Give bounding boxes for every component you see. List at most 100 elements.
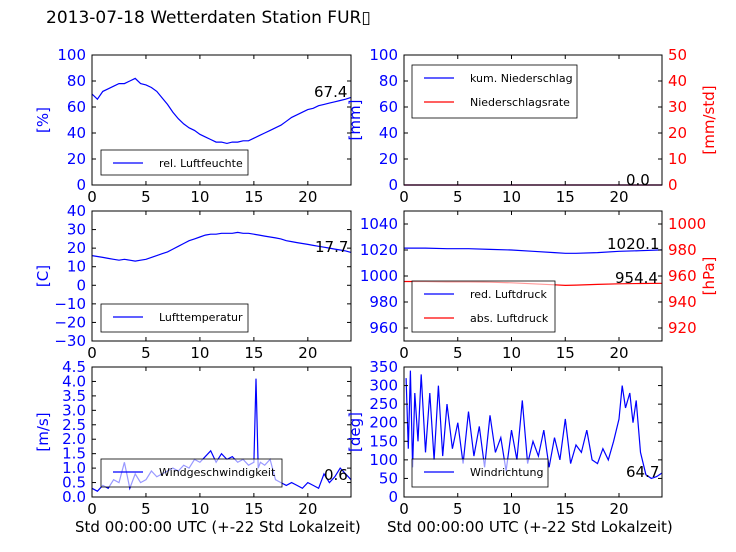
y-axis-label-windspeed: [m/s] <box>34 412 52 451</box>
x-tick-label-winddirection-4: 20 <box>609 500 628 518</box>
plot-frame-windspeed <box>91 366 352 498</box>
y-tick-label-windspeed-2: 1.0 <box>62 459 86 477</box>
y-tick-label-pressure-4: 1040 <box>360 215 398 233</box>
y-tick-label-windspeed-3: 1.5 <box>62 445 86 463</box>
y-axis-label-temperature: [C] <box>34 265 52 287</box>
x-tick-label-humidity-3: 15 <box>244 188 263 206</box>
legend-label-precipitation-0: kum. Niederschlag <box>470 72 573 85</box>
y-right-tick-label-pressure-0: 920 <box>668 319 697 337</box>
y-tick-label-humidity-3: 60 <box>67 98 86 116</box>
y-tick-label-precipitation-1: 20 <box>379 150 398 168</box>
y-tick-label-temperature-1: −20 <box>54 313 86 331</box>
legend-label-winddirection-0: Windrichtung <box>470 466 543 479</box>
x-tick-label-pressure-4: 20 <box>609 344 628 362</box>
legend-label-temperature-0: Lufttemperatur <box>159 311 243 324</box>
y-right-tick-label-precipitation-0: 0 <box>668 176 678 194</box>
legend-label-pressure-1: abs. Luftdruck <box>470 312 549 325</box>
y-tick-label-pressure-0: 960 <box>369 319 398 337</box>
x-tick-label-temperature-2: 10 <box>190 344 209 362</box>
y-tick-label-pressure-2: 1000 <box>360 267 398 285</box>
last-value-label-humidity: 67.4 <box>314 83 347 101</box>
y-tick-label-humidity-2: 40 <box>67 124 86 142</box>
legend-box-temperature <box>100 303 249 333</box>
y-right-tick-label-precipitation-4: 40 <box>668 72 687 90</box>
y-tick-label-temperature-0: −30 <box>54 332 86 350</box>
legend-label-humidity-0: rel. Luftfeuchte <box>159 157 243 170</box>
y-right-tick-label-pressure-4: 1000 <box>668 215 706 233</box>
y-right-tick-label-pressure-2: 960 <box>668 267 697 285</box>
y-tick-label-winddirection-5: 250 <box>369 395 398 413</box>
y-tick-label-windspeed-9: 4.5 <box>62 358 86 376</box>
y-tick-label-windspeed-4: 2.0 <box>62 430 86 448</box>
y-tick-label-temperature-3: 0 <box>76 276 86 294</box>
y-tick-label-pressure-3: 1020 <box>360 241 398 259</box>
y-tick-label-temperature-2: −10 <box>54 295 86 313</box>
y-tick-label-precipitation-0: 0 <box>388 176 398 194</box>
x-tick-label-humidity-4: 20 <box>298 188 317 206</box>
plot-frame-winddirection <box>403 366 663 498</box>
y-tick-label-windspeed-8: 4.0 <box>62 372 86 390</box>
y-tick-label-humidity-4: 80 <box>67 72 86 90</box>
y-tick-label-windspeed-1: 0.5 <box>62 474 86 492</box>
x-tick-label-winddirection-2: 10 <box>502 500 521 518</box>
x-tick-label-precipitation-1: 5 <box>453 188 463 206</box>
x-tick-label-windspeed-4: 20 <box>298 500 317 518</box>
legend-box-pressure <box>411 280 556 333</box>
y-tick-label-temperature-5: 20 <box>67 239 86 257</box>
y-tick-label-humidity-0: 0 <box>76 176 86 194</box>
y-tick-label-winddirection-0: 0 <box>388 488 398 506</box>
plot-frame-precipitation <box>403 54 663 186</box>
last-value-label-windspeed: 0.6 <box>324 466 348 484</box>
y-tick-label-winddirection-7: 350 <box>369 358 398 376</box>
series-line-pressure-0 <box>404 247 663 254</box>
y-right-tick-label-precipitation-1: 10 <box>668 150 687 168</box>
x-tick-label-windspeed-2: 10 <box>190 500 209 518</box>
y-tick-label-winddirection-3: 150 <box>369 432 398 450</box>
y-tick-label-precipitation-5: 100 <box>369 46 398 64</box>
y-tick-label-temperature-6: 30 <box>67 221 86 239</box>
x-tick-label-temperature-4: 20 <box>298 344 317 362</box>
series-line-humidity-0 <box>91 77 352 145</box>
last-value-label-temperature: 17.7 <box>315 238 348 256</box>
legend-box-winddirection <box>411 458 549 488</box>
plot-frame-humidity <box>91 54 352 186</box>
x-tick-label-precipitation-0: 0 <box>399 188 409 206</box>
y-tick-label-humidity-1: 20 <box>67 150 86 168</box>
y-tick-label-precipitation-2: 40 <box>379 124 398 142</box>
y-tick-label-windspeed-6: 3.0 <box>62 401 86 419</box>
y-right-tick-label-pressure-3: 980 <box>668 241 697 259</box>
legend-box-precipitation <box>411 64 578 119</box>
y-right-tick-label-precipitation-5: 50 <box>668 46 687 64</box>
x-tick-label-pressure-3: 15 <box>556 344 575 362</box>
y-axis-right-label-pressure: [hPa] <box>700 257 718 296</box>
y-right-tick-label-pressure-1: 940 <box>668 293 697 311</box>
y-tick-label-windspeed-7: 3.5 <box>62 387 86 405</box>
y-tick-label-pressure-1: 980 <box>369 293 398 311</box>
last-value-label-precipitation: 0.0 <box>626 171 650 189</box>
x-axis-label-left: Std 00:00:00 UTC (+-22 Std Lokalzeit) <box>75 518 361 536</box>
x-tick-label-precipitation-4: 20 <box>609 188 628 206</box>
plot-frame-temperature <box>91 210 352 342</box>
x-tick-label-windspeed-0: 0 <box>87 500 97 518</box>
x-tick-label-pressure-0: 0 <box>399 344 409 362</box>
y-tick-label-precipitation-4: 80 <box>379 72 398 90</box>
last-value-label-pressure: 1020.1 <box>607 235 660 253</box>
y-right-tick-label-precipitation-3: 30 <box>668 98 687 116</box>
x-tick-label-humidity-0: 0 <box>87 188 97 206</box>
x-tick-label-temperature-0: 0 <box>87 344 97 362</box>
x-tick-label-precipitation-3: 15 <box>556 188 575 206</box>
figure-title: 2013-07-18 Wetterdaten Station FUR▯ <box>46 8 371 28</box>
x-tick-label-temperature-1: 5 <box>141 344 151 362</box>
x-tick-label-humidity-1: 5 <box>141 188 151 206</box>
y-right-tick-label-precipitation-2: 20 <box>668 124 687 142</box>
y-axis-label-humidity: [%] <box>34 107 52 133</box>
x-tick-label-precipitation-2: 10 <box>502 188 521 206</box>
x-tick-label-windspeed-1: 5 <box>141 500 151 518</box>
y-axis-label-precipitation: [mm] <box>346 100 364 141</box>
y-tick-label-humidity-5: 100 <box>57 46 86 64</box>
last-value-label-2-pressure: 954.4 <box>615 269 658 287</box>
legend-label-windspeed-0: Windgeschwindigkeit <box>159 466 276 479</box>
x-tick-label-windspeed-3: 15 <box>244 500 263 518</box>
x-tick-label-humidity-2: 10 <box>190 188 209 206</box>
